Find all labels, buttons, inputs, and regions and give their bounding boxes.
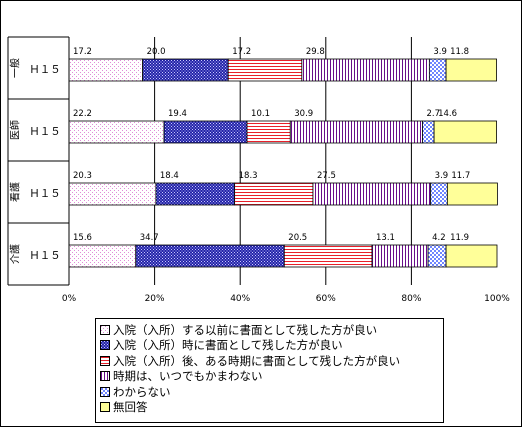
x-tick-label: 0% xyxy=(62,294,77,304)
data-label: 13.1 xyxy=(376,233,395,243)
data-label: 20.0 xyxy=(147,47,166,57)
data-label: 17.2 xyxy=(232,47,251,57)
category-label: Ｈ１５ xyxy=(29,64,61,76)
bar-segment xyxy=(301,58,430,82)
bar-segment xyxy=(289,120,423,144)
legend-item: わからない xyxy=(100,384,443,400)
bar-segment xyxy=(68,182,157,206)
data-label: 30.9 xyxy=(294,109,313,119)
bar-segment xyxy=(68,120,165,144)
bar-segment xyxy=(246,120,291,144)
category-label: Ｈ１５ xyxy=(29,126,61,138)
data-label: 3.9 xyxy=(435,171,449,181)
legend-item: 無回答 xyxy=(100,400,443,416)
data-label: 11.9 xyxy=(450,233,469,243)
data-label: 4.2 xyxy=(432,233,446,243)
legend-label: わからない xyxy=(113,384,171,399)
group-label: 一般 xyxy=(9,58,22,78)
bar-segment xyxy=(446,182,498,206)
legend-label: 入院（入所）後、ある時期に書面として残した方が良い xyxy=(113,353,401,368)
data-label: 18.4 xyxy=(160,171,179,181)
data-label: 19.4 xyxy=(168,109,187,119)
data-label: 14.6 xyxy=(438,109,457,119)
x-tick-label: 60% xyxy=(316,294,336,304)
bar-segment xyxy=(312,182,432,206)
bar-segment xyxy=(155,182,236,206)
legend-swatch xyxy=(100,402,110,413)
legend-swatch xyxy=(100,386,110,397)
category-label: Ｈ１５ xyxy=(29,250,61,262)
bar-segment xyxy=(433,120,497,144)
data-label: 18.3 xyxy=(239,171,258,181)
data-label: 20.5 xyxy=(288,233,307,243)
bar-segment xyxy=(445,244,498,268)
bar-segment xyxy=(135,244,285,268)
bar-segment xyxy=(163,120,248,144)
group-label: 介護 xyxy=(9,244,22,264)
data-label: 15.6 xyxy=(73,233,92,243)
bar-segment xyxy=(371,244,429,268)
legend-label: 入院（入所）時に書面として残した方が良い xyxy=(113,338,343,353)
bar-segment xyxy=(283,244,373,268)
bar-segment xyxy=(422,120,435,144)
x-tick-label: 40% xyxy=(230,294,250,304)
data-label: 11.7 xyxy=(451,171,470,181)
data-label: 2.7 xyxy=(427,109,441,119)
bar-segment xyxy=(234,182,314,206)
data-label: 3.9 xyxy=(433,47,447,57)
data-label: 27.5 xyxy=(317,171,336,181)
bar-segment xyxy=(68,244,137,268)
legend-label: 無回答 xyxy=(113,400,148,415)
bar-segment xyxy=(430,182,448,206)
x-tick-label: 20% xyxy=(145,294,165,304)
legend-item: 時期は、いつでもかまわない xyxy=(100,369,443,385)
legend-swatch xyxy=(100,340,110,351)
x-tick-label: 100% xyxy=(484,294,510,304)
data-label: 10.1 xyxy=(251,109,270,119)
bar-segment xyxy=(427,244,447,268)
group-label: 医師 xyxy=(9,120,22,140)
category-label: Ｈ１５ xyxy=(29,188,61,200)
bar-segment xyxy=(428,58,447,82)
legend-label: 時期は、いつでもかまわない xyxy=(113,369,263,384)
data-label: 20.3 xyxy=(73,171,92,181)
bar-segment xyxy=(142,58,229,82)
group-label: 看護 xyxy=(9,182,22,202)
data-label: 11.8 xyxy=(450,47,469,57)
bar-segment xyxy=(227,58,303,82)
legend-swatch xyxy=(100,371,110,382)
legend-swatch xyxy=(100,355,110,366)
legend-swatch xyxy=(100,324,110,335)
bar-segment xyxy=(445,58,497,82)
legend-item: 入院（入所）する以前に書面として残した方が良い xyxy=(100,322,443,338)
bar-segment xyxy=(68,58,144,82)
data-label: 34.7 xyxy=(140,233,159,243)
legend-label: 入院（入所）する以前に書面として残した方が良い xyxy=(113,322,378,337)
x-tick-label: 80% xyxy=(401,294,421,304)
legend-item: 入院（入所）後、ある時期に書面として残した方が良い xyxy=(100,353,443,369)
legend: 入院（入所）する以前に書面として残した方が良い 入院（入所）時に書面として残した方… xyxy=(95,318,444,423)
data-label: 29.8 xyxy=(306,47,325,57)
legend-item: 入院（入所）時に書面として残した方が良い xyxy=(100,338,443,354)
data-label: 22.2 xyxy=(73,109,92,119)
data-label: 17.2 xyxy=(73,47,92,57)
